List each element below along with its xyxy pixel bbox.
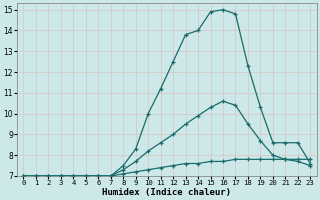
X-axis label: Humidex (Indice chaleur): Humidex (Indice chaleur) — [102, 188, 231, 197]
